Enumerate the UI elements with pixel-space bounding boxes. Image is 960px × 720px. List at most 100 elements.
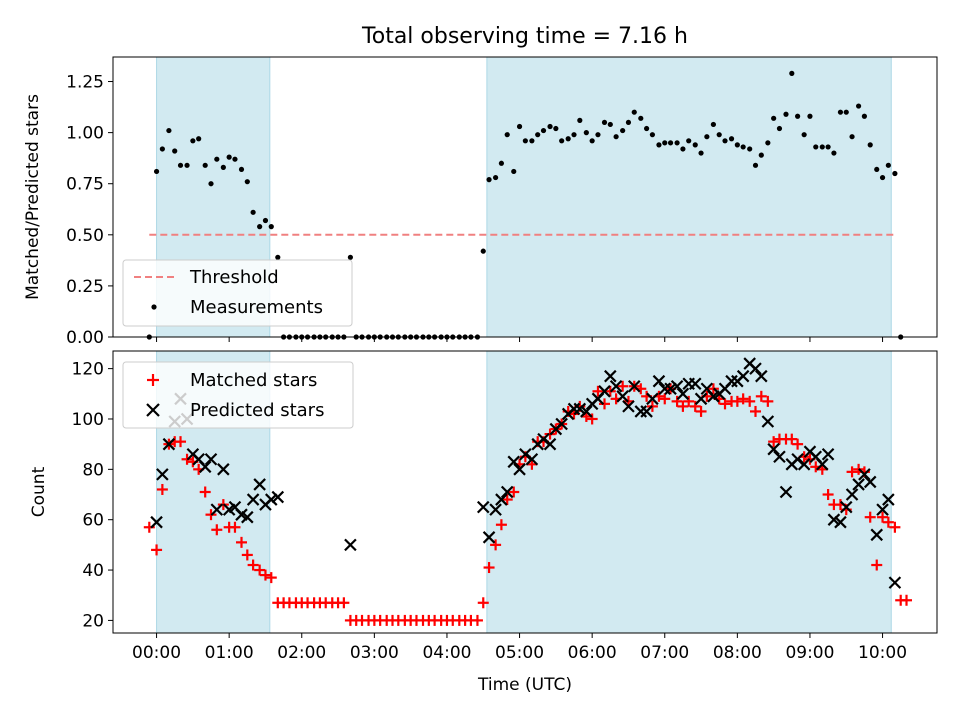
predicted-star-point (264, 493, 278, 506)
predicted-star-point (525, 452, 539, 466)
matched-star-point (483, 562, 495, 574)
predicted-star-point (271, 490, 285, 504)
x-tick-label: 08:00 (713, 643, 762, 663)
top-y-axis-label: Matched/Predicted stars (23, 94, 43, 300)
matched-star-point (501, 494, 513, 506)
matched-star-point (598, 398, 610, 410)
measurement-point (559, 138, 565, 144)
predicted-star-point (821, 447, 835, 461)
measurement-point (649, 132, 656, 138)
measurement-point (758, 152, 764, 158)
measurement-point (825, 144, 831, 150)
matched-star-point (882, 516, 894, 528)
measurement-point (159, 146, 165, 152)
measurement-point (631, 109, 637, 115)
legend-matched-label: Matched stars (190, 370, 317, 391)
matched-star-point (175, 436, 187, 448)
measurement-point (795, 113, 801, 119)
matched-star-point (199, 486, 211, 498)
measurement-point (547, 123, 553, 130)
measurement-point (656, 142, 662, 148)
measurement-point (771, 115, 777, 121)
measurement-point (214, 156, 220, 162)
matched-star-point (477, 597, 489, 609)
measurement-point (783, 111, 789, 117)
measurement-point (535, 132, 541, 138)
measurement-point (589, 138, 595, 144)
matched-star-point (683, 395, 695, 407)
measurement-point (892, 170, 898, 177)
matched-star-point (768, 436, 780, 448)
measurement-point (511, 168, 517, 175)
predicted-star-point (482, 531, 496, 544)
matched-star-point (889, 521, 901, 533)
predicted-star-point (882, 493, 895, 506)
measurement-point (849, 134, 855, 140)
predicted-star-point (204, 452, 218, 466)
predicted-star-point (773, 450, 786, 464)
matched-star-point (259, 569, 271, 581)
measurement-point (166, 127, 172, 134)
measurement-point (734, 142, 740, 148)
matched-star-point (241, 549, 253, 561)
measurement-point (740, 144, 746, 150)
bottom-axis-ticks: 00:00 01:00 02:00 03:00 04:00 05:00 06:00 07:00… (72, 360, 908, 663)
measurement-point (692, 142, 698, 148)
matched-star-point (236, 536, 248, 548)
predicted-star-point (246, 493, 260, 506)
measurement-point (716, 132, 722, 138)
measurement-point (172, 148, 178, 154)
legend-predicted-swatch (146, 403, 160, 417)
measurement-point (184, 162, 190, 168)
top-axes-frame (112, 56, 938, 338)
bot-y-tick-label: 120 (72, 360, 104, 380)
x-tick-label: 06:00 (568, 643, 617, 663)
top-panel: 0.00 0.25 0.50 0.75 1.00 1.25 Matched/Predict… (23, 56, 938, 348)
predicted-star-point (676, 387, 690, 401)
matched-star-point (677, 400, 689, 412)
measurement-point (776, 125, 783, 132)
predicted-star-point (573, 402, 587, 416)
predicted-star-point (852, 478, 865, 491)
top-y-tick-label: 0.25 (66, 277, 104, 297)
matched-star-point (254, 564, 266, 576)
matched-star-point (247, 559, 259, 571)
predicted-star-point (156, 468, 169, 481)
matched-star-point (871, 559, 883, 571)
matched-star-point (659, 393, 671, 405)
measurement-point (747, 146, 753, 152)
predicted-star-point (736, 369, 750, 383)
measurement-point (516, 123, 523, 130)
predicted-star-point (609, 379, 623, 393)
x-tick-label: 03:00 (350, 643, 399, 663)
measurement-point (540, 127, 547, 134)
predicted-star-point (839, 500, 853, 514)
predicted-stars-series (150, 357, 902, 589)
measurement-point (879, 174, 886, 181)
matched-star-point (265, 572, 277, 584)
predicted-star-point (555, 417, 568, 431)
measurement-point (644, 125, 650, 132)
matched-star-point (151, 544, 163, 556)
measurement-point (202, 162, 208, 168)
measurement-point (728, 136, 735, 142)
measurement-point (861, 113, 868, 119)
predicted-star-point (150, 515, 163, 529)
predicted-star-point (652, 374, 666, 388)
matched-star-point (211, 524, 223, 536)
predicted-star-point (876, 503, 889, 516)
matched-stars-series (143, 380, 913, 626)
predicted-star-point (834, 515, 847, 529)
measurement-point (553, 125, 559, 132)
predicted-star-point (858, 468, 871, 481)
measurement-point (674, 140, 680, 146)
measurement-point (220, 164, 226, 170)
measurement-point (190, 138, 196, 144)
matched-star-point (737, 393, 749, 405)
matched-star-point (508, 486, 520, 498)
predicted-star-point (241, 510, 254, 524)
measurement-point (268, 224, 274, 230)
top-shaded-intervals (156, 56, 892, 338)
bottom-legend-box (122, 361, 354, 429)
measurement-point (855, 103, 862, 109)
